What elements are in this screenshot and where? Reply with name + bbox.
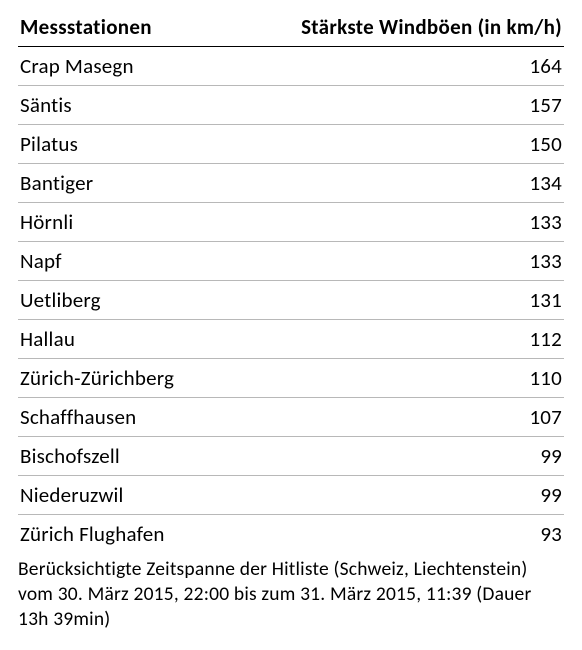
column-header-value: Stärkste Windböen (in km/h) [264,10,564,47]
station-cell: Pilatus [18,125,264,164]
station-cell: Napf [18,242,264,281]
table-row: Zürich-Zürichberg 110 [18,359,564,398]
station-cell: Zürich-Zürichberg [18,359,264,398]
value-cell: 164 [264,47,564,86]
value-cell: 133 [264,242,564,281]
station-cell: Uetliberg [18,281,264,320]
table-header-row: Messstationen Stärkste Windböen (in km/h… [18,10,564,47]
station-cell: Säntis [18,86,264,125]
table-row: Hörnli 133 [18,203,564,242]
table-row: Pilatus 150 [18,125,564,164]
table-row: Bantiger 134 [18,164,564,203]
station-cell: Schaffhausen [18,398,264,437]
wind-gust-table: Messstationen Stärkste Windböen (in km/h… [18,10,564,553]
table-row: Hallau 112 [18,320,564,359]
table-container: Messstationen Stärkste Windböen (in km/h… [0,0,582,650]
column-header-station: Messstationen [18,10,264,47]
value-cell: 99 [264,476,564,515]
table-row: Napf 133 [18,242,564,281]
value-cell: 93 [264,515,564,554]
table-row: Bischofszell 99 [18,437,564,476]
value-cell: 99 [264,437,564,476]
value-cell: 112 [264,320,564,359]
value-cell: 110 [264,359,564,398]
value-cell: 131 [264,281,564,320]
footnote-text: Berücksichtigte Zeitspanne der Hitliste … [18,553,548,632]
value-cell: 134 [264,164,564,203]
station-cell: Zürich Flughafen [18,515,264,554]
value-cell: 133 [264,203,564,242]
value-cell: 150 [264,125,564,164]
station-cell: Hallau [18,320,264,359]
table-row: Niederuzwil 99 [18,476,564,515]
station-cell: Hörnli [18,203,264,242]
station-cell: Bischofszell [18,437,264,476]
value-cell: 107 [264,398,564,437]
value-cell: 157 [264,86,564,125]
table-row: Zürich Flughafen 93 [18,515,564,554]
table-row: Säntis 157 [18,86,564,125]
table-row: Crap Masegn 164 [18,47,564,86]
table-row: Schaffhausen 107 [18,398,564,437]
station-cell: Niederuzwil [18,476,264,515]
station-cell: Bantiger [18,164,264,203]
station-cell: Crap Masegn [18,47,264,86]
table-row: Uetliberg 131 [18,281,564,320]
